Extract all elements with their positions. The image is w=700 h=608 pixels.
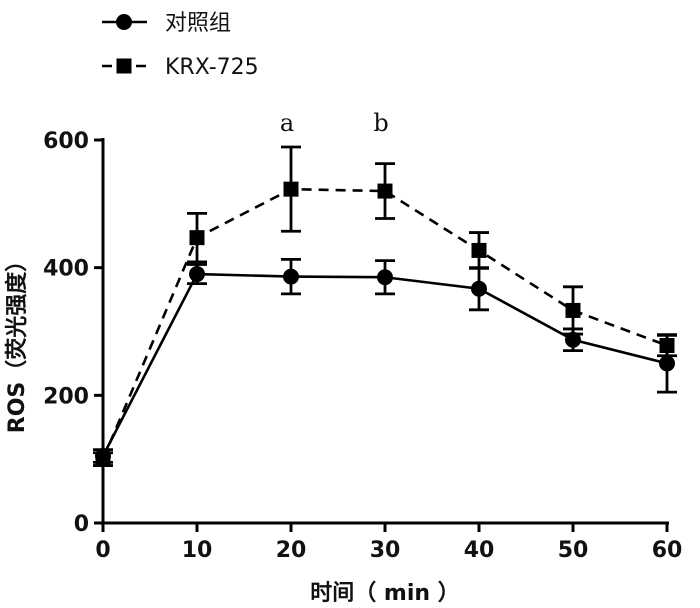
y-tick-label: 0 xyxy=(74,512,89,537)
data-point xyxy=(189,230,205,246)
data-point xyxy=(283,268,299,285)
x-tick-label: 60 xyxy=(652,538,683,563)
legend-item-1: 对照组 xyxy=(102,11,231,36)
labels-layer: 0 200 400 600 0 10 20 30 40 50 60 时间（ min ） ROS（荧光强度… xyxy=(4,109,682,606)
data-point xyxy=(95,451,111,467)
y-tick-label: 200 xyxy=(43,384,89,409)
series-1 xyxy=(93,257,677,464)
legend: 对照组 KRX-725 xyxy=(102,11,259,80)
x-tick-label: 30 xyxy=(370,538,401,563)
data-point xyxy=(471,242,487,258)
y-tick-label: 600 xyxy=(43,129,89,154)
data-point xyxy=(283,181,299,197)
legend-item-2: KRX-725 xyxy=(102,55,259,80)
series-2 xyxy=(93,145,677,467)
series-line xyxy=(101,272,668,457)
data-point xyxy=(471,280,487,297)
x-tick-label: 20 xyxy=(276,538,307,563)
x-tick-label: 10 xyxy=(182,538,213,563)
legend-marker xyxy=(116,14,132,30)
x-tick-label: 0 xyxy=(95,538,110,563)
y-tick-label: 400 xyxy=(43,257,89,282)
data-point xyxy=(377,183,393,199)
data-point xyxy=(659,338,675,354)
legend-label: KRX-725 xyxy=(165,55,259,80)
x-tick-label: 50 xyxy=(558,538,589,563)
x-axis-title: 时间（ min ） xyxy=(310,581,459,606)
data-point xyxy=(189,266,205,283)
x-tick-label: 40 xyxy=(464,538,495,563)
legend-label: 对照组 xyxy=(165,11,231,36)
legend-marker xyxy=(116,58,132,74)
data-point xyxy=(377,269,393,286)
y-axis-title: ROS（荧光强度） xyxy=(4,250,30,434)
data-point xyxy=(565,302,581,318)
significance-label-b: b xyxy=(373,109,388,137)
series-line xyxy=(101,187,668,460)
data-point xyxy=(565,331,581,348)
series-layer xyxy=(93,145,677,467)
significance-label-a: a xyxy=(280,109,294,137)
data-point xyxy=(659,355,675,372)
